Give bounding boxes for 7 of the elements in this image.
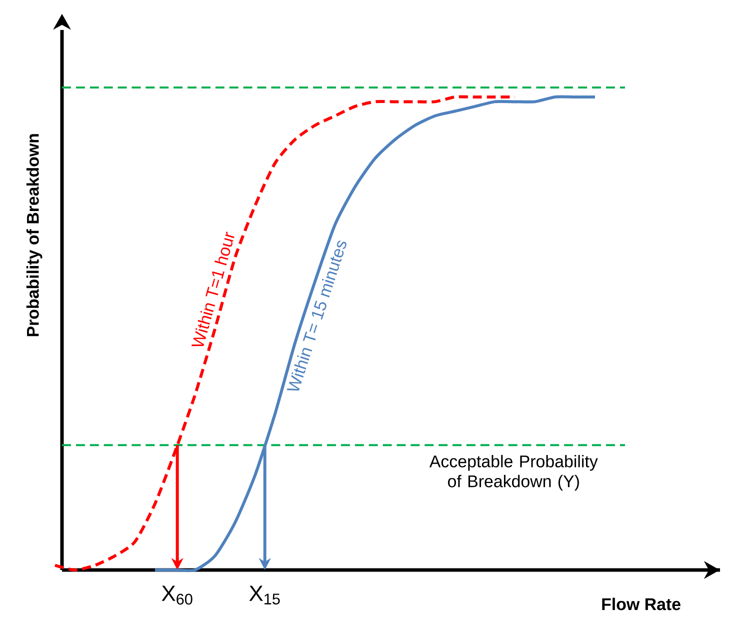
y-axis-title: Probability of Breakdown — [26, 134, 42, 336]
text: Within T=1 hour — [191, 232, 234, 346]
x-axis-title: Flow Rate — [602, 598, 680, 610]
text: Within T= 15 minutes — [286, 240, 346, 390]
text: X$_{60}$ — [162, 586, 192, 605]
ref-line-label: Acceptable Probability of Breakdown (Y) — [429, 454, 598, 491]
text: X$_{15}$ — [249, 586, 280, 604]
